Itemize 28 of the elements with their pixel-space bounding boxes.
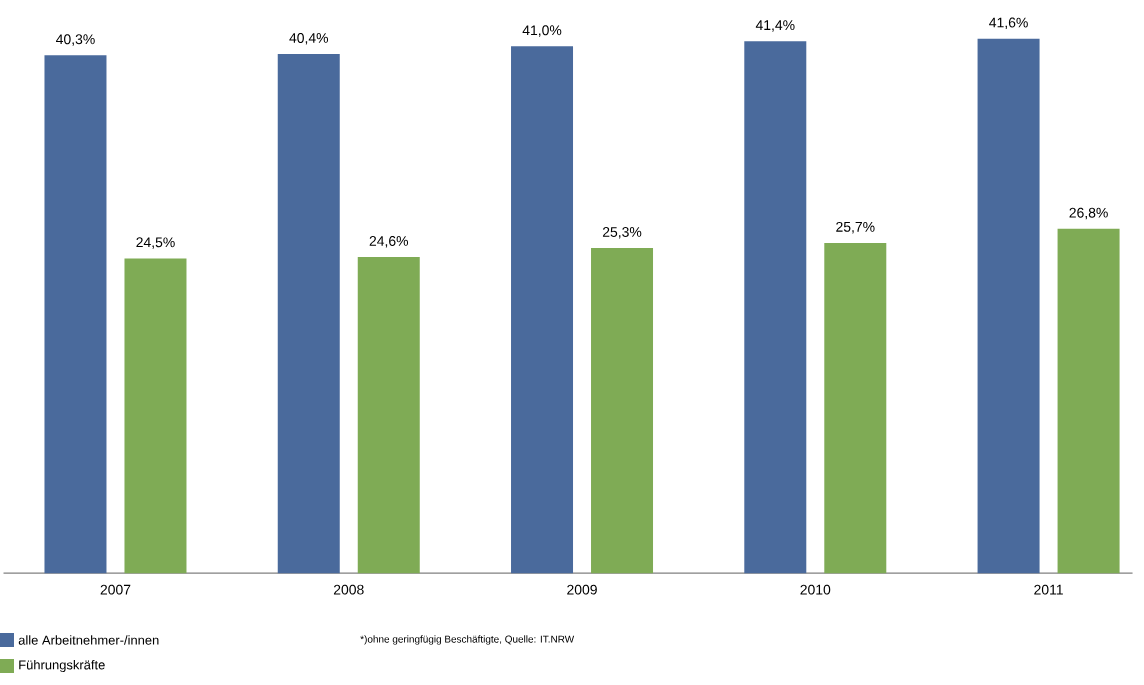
data-label: 24,5%: [136, 237, 175, 249]
data-label: 26,8%: [1069, 207, 1108, 220]
bar: [824, 242, 887, 574]
bar: [977, 38, 1040, 574]
x-tick-label: 2007: [100, 584, 131, 595]
data-label: 25,7%: [836, 221, 875, 234]
data-label: 41,0%: [522, 25, 562, 37]
data-label: 41,4%: [755, 20, 795, 32]
x-tick-label: 2010: [800, 584, 831, 595]
bar: [511, 46, 574, 574]
bar: [744, 41, 807, 574]
bar: [591, 248, 654, 574]
legend-label: alle Arbeitnehmer-/innen: [18, 635, 159, 645]
data-label: 25,3%: [602, 227, 642, 239]
bar: [357, 257, 420, 574]
data-label: 40,4%: [289, 33, 329, 45]
legend-label: Führungskräfte: [19, 659, 105, 673]
data-label: 40,3%: [56, 34, 95, 46]
x-tick-label: 2009: [567, 584, 597, 595]
data-label: 24,6%: [369, 236, 409, 248]
bar: [277, 54, 340, 574]
bar: [124, 258, 187, 574]
bar: [44, 55, 107, 574]
x-tick-label: 2011: [1034, 584, 1063, 595]
x-tick-label: 2008: [333, 584, 364, 595]
data-label: 41,6%: [989, 17, 1028, 30]
text: *)ohne geringfügig Beschäftigte, Quelle: IT.NRW: [360, 635, 575, 645]
bar: [1057, 228, 1120, 574]
